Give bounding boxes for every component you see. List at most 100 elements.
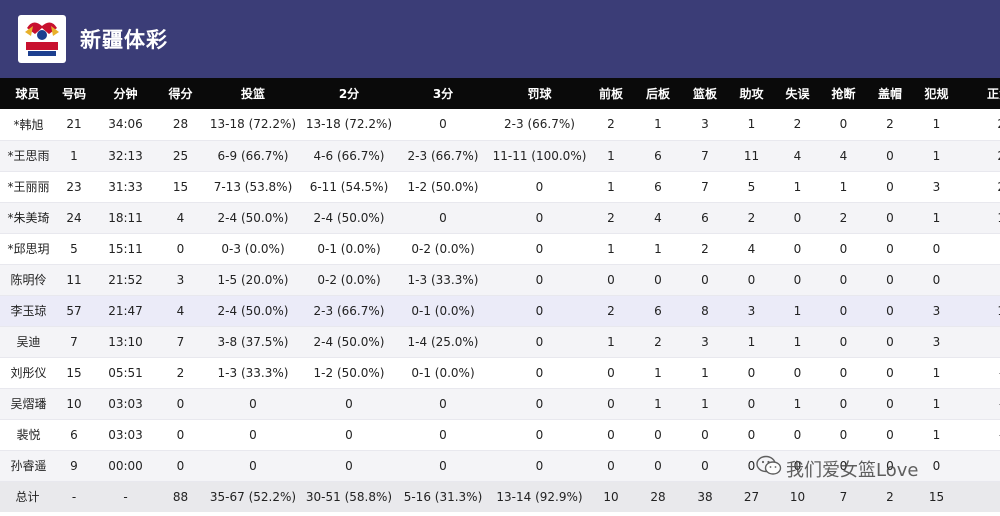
column-header: 正负值 — [960, 78, 1000, 109]
stat-cell: 1 — [588, 140, 634, 172]
stat-cell: 0 — [491, 357, 588, 389]
stat-cell: 7 — [682, 140, 728, 172]
stat-cell: 7 — [158, 326, 203, 358]
stat-cell: 0 — [867, 171, 913, 203]
total-cell: 27 — [728, 481, 775, 512]
stat-cell: 0 — [203, 450, 303, 482]
column-header: 盖帽 — [867, 78, 913, 109]
player-name-cell: *韩旭 — [0, 109, 55, 141]
stat-cell: 0-3 (0.0%) — [203, 233, 303, 265]
stat-cell: 0 — [913, 450, 960, 482]
stat-cell: 0 — [303, 419, 395, 451]
table-row: 陈明伶 11 21:52 3 1-5 (20.0%) 0-2 (0.0%) 1-3 (33.… — [0, 264, 1000, 296]
total-cell: 10 — [775, 481, 820, 512]
stat-cell: 1 — [634, 388, 682, 420]
stat-cell: 0 — [820, 295, 867, 327]
stat-cell: 6 — [682, 202, 728, 234]
stat-cell: 0 — [867, 326, 913, 358]
player-name-cell: 孙睿遥 — [0, 450, 55, 482]
stat-cell: 0 — [395, 419, 491, 451]
player-name-cell: 刘彤仪 — [0, 357, 55, 389]
stat-cell: 0 — [775, 419, 820, 451]
stat-cell: 0 — [588, 264, 634, 296]
stat-cell: 5 — [55, 233, 93, 265]
table-row: 李玉琼 57 21:47 4 2-4 (50.0%) 2-3 (66.7%) 0-1 (0.… — [0, 295, 1000, 327]
player-name-cell: *朱美琦 — [0, 202, 55, 234]
stat-cell: 3 — [682, 326, 728, 358]
stat-cell: 2 — [634, 326, 682, 358]
stat-cell: 03:03 — [93, 419, 158, 451]
stat-cell: 1 — [913, 109, 960, 141]
stat-cell: 3 — [728, 295, 775, 327]
player-name-cell: 陈明伶 — [0, 264, 55, 296]
stat-cell: 1-4 (25.0%) — [395, 326, 491, 358]
stat-cell: 0 — [820, 264, 867, 296]
stat-cell: 0 — [820, 388, 867, 420]
stat-cell: 0 — [634, 264, 682, 296]
total-cell: - — [960, 481, 1000, 512]
stat-cell: 23 — [960, 109, 1000, 141]
stat-cell: 0 — [158, 388, 203, 420]
stat-cell: -5 — [960, 388, 1000, 420]
stat-cell: 4-6 (66.7%) — [303, 140, 395, 172]
column-header: 球员 — [0, 78, 55, 109]
stat-cell: 1 — [682, 357, 728, 389]
stat-cell: 0 — [913, 233, 960, 265]
total-cell: 30-51 (58.8%) — [303, 481, 395, 512]
stat-cell: 03:03 — [93, 388, 158, 420]
stat-cell: 0 — [867, 388, 913, 420]
stat-cell: 2 — [588, 202, 634, 234]
stat-cell: 15 — [158, 171, 203, 203]
stat-cell: 1-2 (50.0%) — [395, 171, 491, 203]
column-header: 得分 — [158, 78, 203, 109]
stat-cell: 0 — [867, 140, 913, 172]
stat-cell: 2-4 (50.0%) — [303, 326, 395, 358]
stat-cell: 0 — [491, 450, 588, 482]
stat-cell: 0 — [634, 419, 682, 451]
stat-cell: 32:13 — [93, 140, 158, 172]
total-cell: 13-14 (92.9%) — [491, 481, 588, 512]
stat-cell: 1 — [913, 202, 960, 234]
stat-cell: 1 — [820, 171, 867, 203]
table-header: 球员号码分钟得分投篮2分3分罚球前板后板篮板助攻失误抢断盖帽犯规正负值 — [0, 78, 1000, 109]
stat-cell: 0 — [728, 388, 775, 420]
stat-cell: 11 — [55, 264, 93, 296]
stat-cell: 1-3 (33.3%) — [203, 357, 303, 389]
stat-cell: 0 — [867, 419, 913, 451]
stat-cell: 8 — [960, 264, 1000, 296]
player-name-cell: 吴熠璠 — [0, 388, 55, 420]
stat-cell: 1 — [634, 109, 682, 141]
stat-cell: 0 — [728, 450, 775, 482]
table-body: *韩旭 21 34:06 28 13-18 (72.2%) 13-18 (72.2%) 0 2… — [0, 109, 1000, 512]
total-cell: 38 — [682, 481, 728, 512]
stat-cell: 0 — [491, 295, 588, 327]
stat-cell: 13-18 (72.2%) — [303, 109, 395, 141]
stat-cell: 05:51 — [93, 357, 158, 389]
stat-cell: 0 — [775, 233, 820, 265]
total-cell: 28 — [634, 481, 682, 512]
stat-cell: 0 — [491, 233, 588, 265]
stat-cell: 18:11 — [93, 202, 158, 234]
stat-cell: 0 — [728, 357, 775, 389]
stat-cell: 0 — [728, 264, 775, 296]
stat-cell: 1 — [728, 109, 775, 141]
stat-cell: 0-2 (0.0%) — [303, 264, 395, 296]
stat-cell: 6-9 (66.7%) — [203, 140, 303, 172]
stat-cell: 3 — [913, 171, 960, 203]
column-header: 抢断 — [820, 78, 867, 109]
stat-cell: 13:10 — [93, 326, 158, 358]
stat-cell: 7-13 (53.8%) — [203, 171, 303, 203]
stat-cell: 34:06 — [93, 109, 158, 141]
stat-cell: 1 — [775, 326, 820, 358]
stat-cell: 7 — [55, 326, 93, 358]
stat-cell: 2 — [820, 202, 867, 234]
player-name-cell: 吴迪 — [0, 326, 55, 358]
stat-cell: 0 — [303, 450, 395, 482]
column-header: 投篮 — [203, 78, 303, 109]
stat-cell: 1 — [913, 419, 960, 451]
stat-cell: 13-18 (72.2%) — [203, 109, 303, 141]
stat-cell: 31:33 — [93, 171, 158, 203]
stat-cell: 1 — [682, 388, 728, 420]
